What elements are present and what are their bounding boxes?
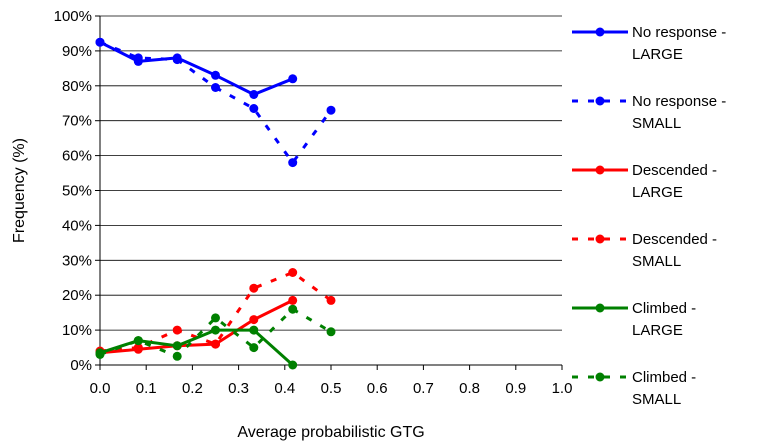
series-line: [99, 40, 294, 96]
data-point: [288, 360, 298, 370]
data-point: [326, 327, 336, 337]
data-point: [288, 158, 298, 168]
series-line: [99, 299, 294, 355]
data-point: [326, 105, 336, 115]
x-tick-label: 0.6: [367, 380, 388, 397]
data-point: [172, 351, 182, 361]
data-point: [249, 343, 259, 353]
data-point: [249, 90, 259, 99]
data-point: [172, 341, 182, 351]
data-point: [211, 70, 220, 80]
legend-marker: [595, 27, 605, 37]
legend-item: Descended - SMALL: [572, 231, 717, 270]
data-point: [288, 295, 298, 305]
data-point: [211, 325, 220, 335]
legend-label: Climbed -: [632, 300, 696, 317]
legend-label: Climbed -: [632, 369, 696, 386]
legend-item: Climbed - LARGE: [572, 300, 696, 339]
data-point: [288, 304, 298, 314]
y-tick-label: 60%: [62, 148, 92, 165]
data-point: [288, 268, 298, 277]
y-tick-label: 100%: [54, 8, 92, 25]
series-2: [95, 37, 336, 168]
x-axis-title: Average probabilistic GTG: [237, 424, 424, 441]
legend-label: Descended -: [632, 162, 717, 179]
legend-item: No response - LARGE: [572, 24, 726, 63]
legend-label: LARGE: [632, 46, 683, 63]
data-point: [249, 315, 259, 325]
data-point: [249, 283, 259, 293]
gridlines: [100, 15, 562, 331]
data-point: [249, 325, 259, 335]
series-line: [99, 328, 294, 367]
legend-label: SMALL: [632, 253, 681, 270]
legend-marker: [595, 96, 605, 106]
axes: [95, 15, 563, 370]
y-tick-label: 30%: [62, 252, 92, 269]
y-tick-label: 70%: [62, 113, 92, 130]
legend-label: LARGE: [632, 322, 683, 339]
legend-label: No response -: [632, 24, 726, 41]
y-tick-label: 90%: [62, 43, 92, 60]
y-tick-label: 10%: [62, 322, 92, 339]
legend-label: No response -: [632, 93, 726, 110]
legend-marker: [595, 165, 605, 175]
legend-item: No response - SMALL: [572, 93, 726, 132]
y-tick-label: 0%: [70, 357, 92, 374]
legend-item: Climbed - SMALL: [572, 369, 696, 408]
x-tick-label: 0.5: [321, 380, 342, 397]
x-tick-label: 0.2: [182, 380, 203, 397]
x-tick-label: 0.0: [90, 380, 111, 397]
series-3: [95, 295, 298, 358]
legend-item: Descended - LARGE: [572, 162, 717, 201]
x-tick-label: 0.8: [459, 380, 480, 397]
series-group: [95, 37, 336, 370]
x-tick-labels: 0.0 0.1 0.2 0.3 0.4 0.5 0.6 0.7 0.8 0.9 1.0: [90, 380, 573, 397]
legend-label: SMALL: [632, 391, 681, 408]
legend-label: SMALL: [632, 115, 681, 132]
data-point: [288, 74, 298, 84]
legend-marker: [595, 372, 605, 382]
data-point: [95, 350, 105, 359]
data-point: [211, 83, 220, 92]
x-tick-label: 1.0: [552, 380, 573, 397]
y-tick-label: 80%: [62, 78, 92, 95]
legend-label: Descended -: [632, 231, 717, 248]
data-point: [326, 295, 336, 305]
legend-marker: [595, 234, 605, 244]
x-tick-label: 0.4: [274, 380, 295, 397]
legend-marker: [595, 303, 605, 313]
x-tick-label: 0.1: [136, 380, 157, 397]
data-point: [172, 325, 182, 335]
data-point: [133, 53, 143, 63]
legend-label: LARGE: [632, 184, 683, 201]
x-tick-label: 0.7: [413, 380, 434, 397]
series-6: [95, 304, 336, 361]
data-point: [95, 37, 105, 47]
y-tick-label: 50%: [62, 183, 92, 200]
x-tick-label: 0.9: [505, 380, 526, 397]
data-point: [211, 339, 220, 349]
data-point: [133, 343, 143, 353]
data-point: [249, 104, 259, 113]
data-point: [211, 313, 220, 323]
y-axis-title: Frequency (%): [11, 138, 28, 243]
y-tick-labels: 0% 10% 20% 30% 40% 50% 60% 70% 80% 90% 100%: [54, 8, 92, 374]
series-5: [95, 325, 298, 370]
x-tick-label: 0.3: [228, 380, 249, 397]
data-point: [133, 336, 143, 346]
data-point: [172, 55, 182, 65]
y-tick-label: 20%: [62, 287, 92, 304]
y-tick-label: 40%: [62, 217, 92, 234]
series-1: [95, 37, 298, 99]
